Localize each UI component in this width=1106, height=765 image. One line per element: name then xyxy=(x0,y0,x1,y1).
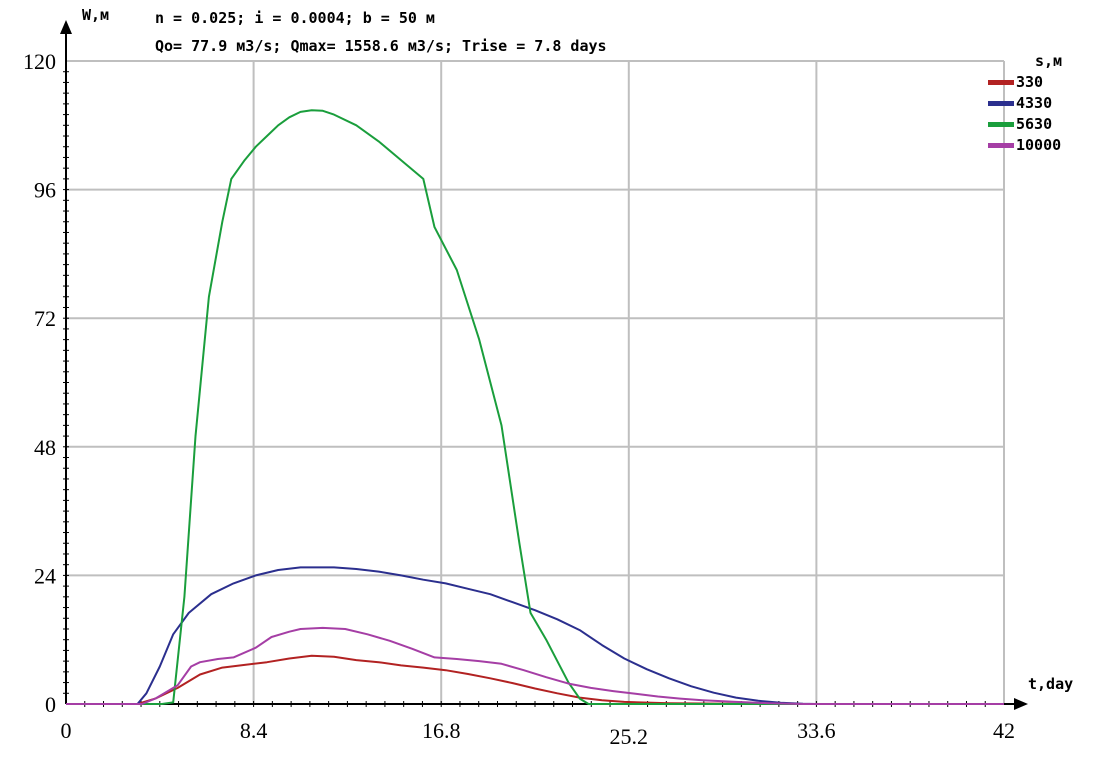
x-axis-arrow xyxy=(1014,698,1028,710)
y-tick-label: 48 xyxy=(34,435,56,460)
y-tick-label: 0 xyxy=(45,692,56,717)
x-tick-label: 16.8 xyxy=(422,718,461,743)
y-axis-arrow xyxy=(60,20,72,34)
series-line-5630 xyxy=(66,109,1004,705)
series-line-330 xyxy=(66,654,1004,705)
x-tick-label: 33.6 xyxy=(797,718,836,743)
grid xyxy=(66,60,1005,704)
x-axis-label: t,day xyxy=(1028,675,1073,693)
chart-title-line2: Qo= 77.9 м3/s; Qmax= 1558.6 м3/s; Trise … xyxy=(155,37,607,55)
x-tick-label: 0 xyxy=(61,718,72,743)
series-line-4330 xyxy=(66,566,1004,705)
axes xyxy=(60,20,1028,710)
legend-label-4330: 4330 xyxy=(1016,94,1052,112)
y-tick-label: 72 xyxy=(34,306,56,331)
y-tick-label: 120 xyxy=(23,49,56,74)
series-line-10000 xyxy=(66,626,1004,705)
minor-ticks xyxy=(63,71,986,707)
y-axis-label: W,м xyxy=(82,6,109,24)
legend: s,м 330 4330 5630 10000 xyxy=(988,52,1062,154)
legend-label-330: 330 xyxy=(1016,73,1043,91)
legend-swatch-4330 xyxy=(988,101,1014,106)
tick-labels: 0 8.4 16.8 25.2 33.6 42 0 24 48 72 96 120 xyxy=(23,49,1015,749)
y-tick-label: 96 xyxy=(34,178,56,203)
x-tick-label: 42 xyxy=(993,718,1015,743)
series xyxy=(66,109,1004,705)
x-tick-label: 25.2 xyxy=(610,724,649,749)
legend-swatch-10000 xyxy=(988,143,1014,148)
legend-swatch-330 xyxy=(988,80,1014,85)
legend-label-10000: 10000 xyxy=(1016,136,1061,154)
y-tick-label: 24 xyxy=(34,563,56,588)
legend-swatch-5630 xyxy=(988,122,1014,127)
legend-title: s,м xyxy=(1035,52,1062,70)
x-tick-label: 8.4 xyxy=(240,718,268,743)
legend-label-5630: 5630 xyxy=(1016,115,1052,133)
legend-items: 330 4330 5630 10000 xyxy=(988,73,1061,154)
chart-title-line1: n = 0.025; i = 0.0004; b = 50 м xyxy=(155,9,435,27)
